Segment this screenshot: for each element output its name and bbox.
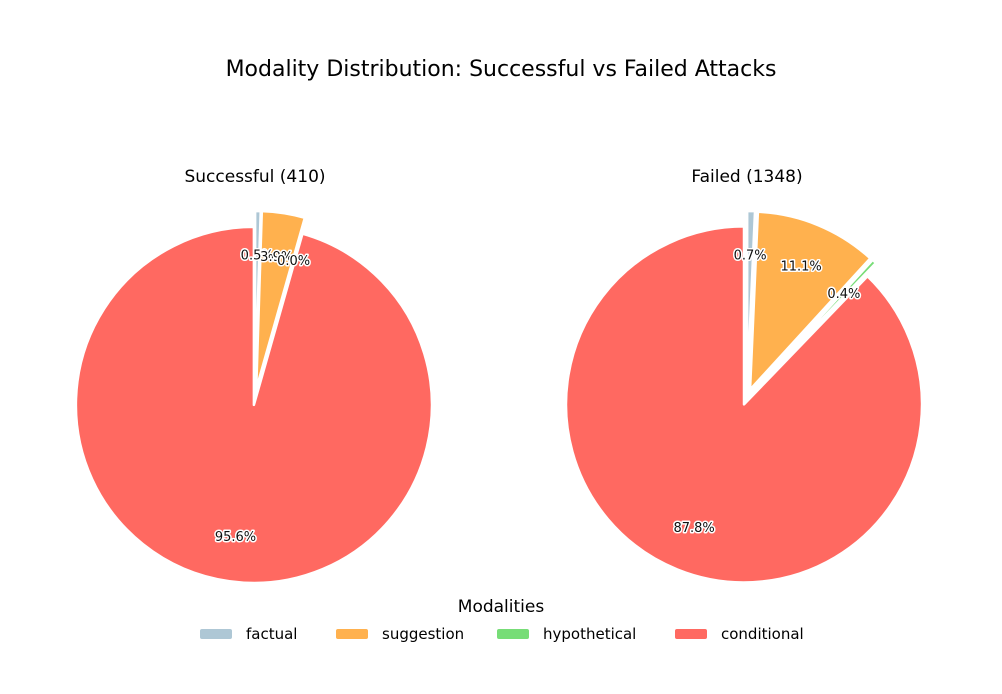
legend-swatch-suggestion <box>336 629 368 639</box>
pie-slice-conditional <box>564 225 924 584</box>
slice-label-factual: 0.5% <box>241 249 274 264</box>
pie-failed: Failed (1348) 0.7% 11.1% 0.4% 87.8% <box>564 167 924 584</box>
legend-label-suggestion: suggestion <box>382 625 464 643</box>
slice-label-hypothetical: 0.4% <box>827 287 860 302</box>
pie-title-failed: Failed (1348) <box>691 167 802 187</box>
legend-swatch-conditional <box>675 629 707 639</box>
pie-slice-suggestion <box>748 210 872 391</box>
legend-label-hypothetical: hypothetical <box>543 625 636 643</box>
slice-label-suggestion: 11.1% <box>780 259 821 274</box>
pie-title-successful: Successful (410) <box>184 167 325 187</box>
legend-title: Modalities <box>458 597 545 617</box>
slice-label-suggestion: 3.9% <box>260 250 293 265</box>
legend-swatch-factual <box>200 629 232 639</box>
pie-slice-conditional <box>74 225 434 585</box>
pie-slice-hypothetical <box>751 258 878 393</box>
slice-label-conditional: 95.6% <box>215 530 256 545</box>
pie-slice-factual <box>745 209 757 391</box>
slice-label-hypothetical: 0.0% <box>277 254 310 269</box>
legend: Modalities factual suggestion hypothetical… <box>200 597 804 643</box>
slice-label-conditional: 87.8% <box>673 521 714 536</box>
pie-successful: Successful (410) 0.5%3.9%0.0% 95.6% <box>74 167 434 585</box>
slice-label-factual: 0.7% <box>734 249 767 264</box>
chart-title: Modality Distribution: Successful vs Fai… <box>226 57 777 82</box>
legend-swatch-hypothetical <box>497 629 529 639</box>
legend-label-factual: factual <box>246 625 297 643</box>
legend-label-conditional: conditional <box>721 625 804 643</box>
